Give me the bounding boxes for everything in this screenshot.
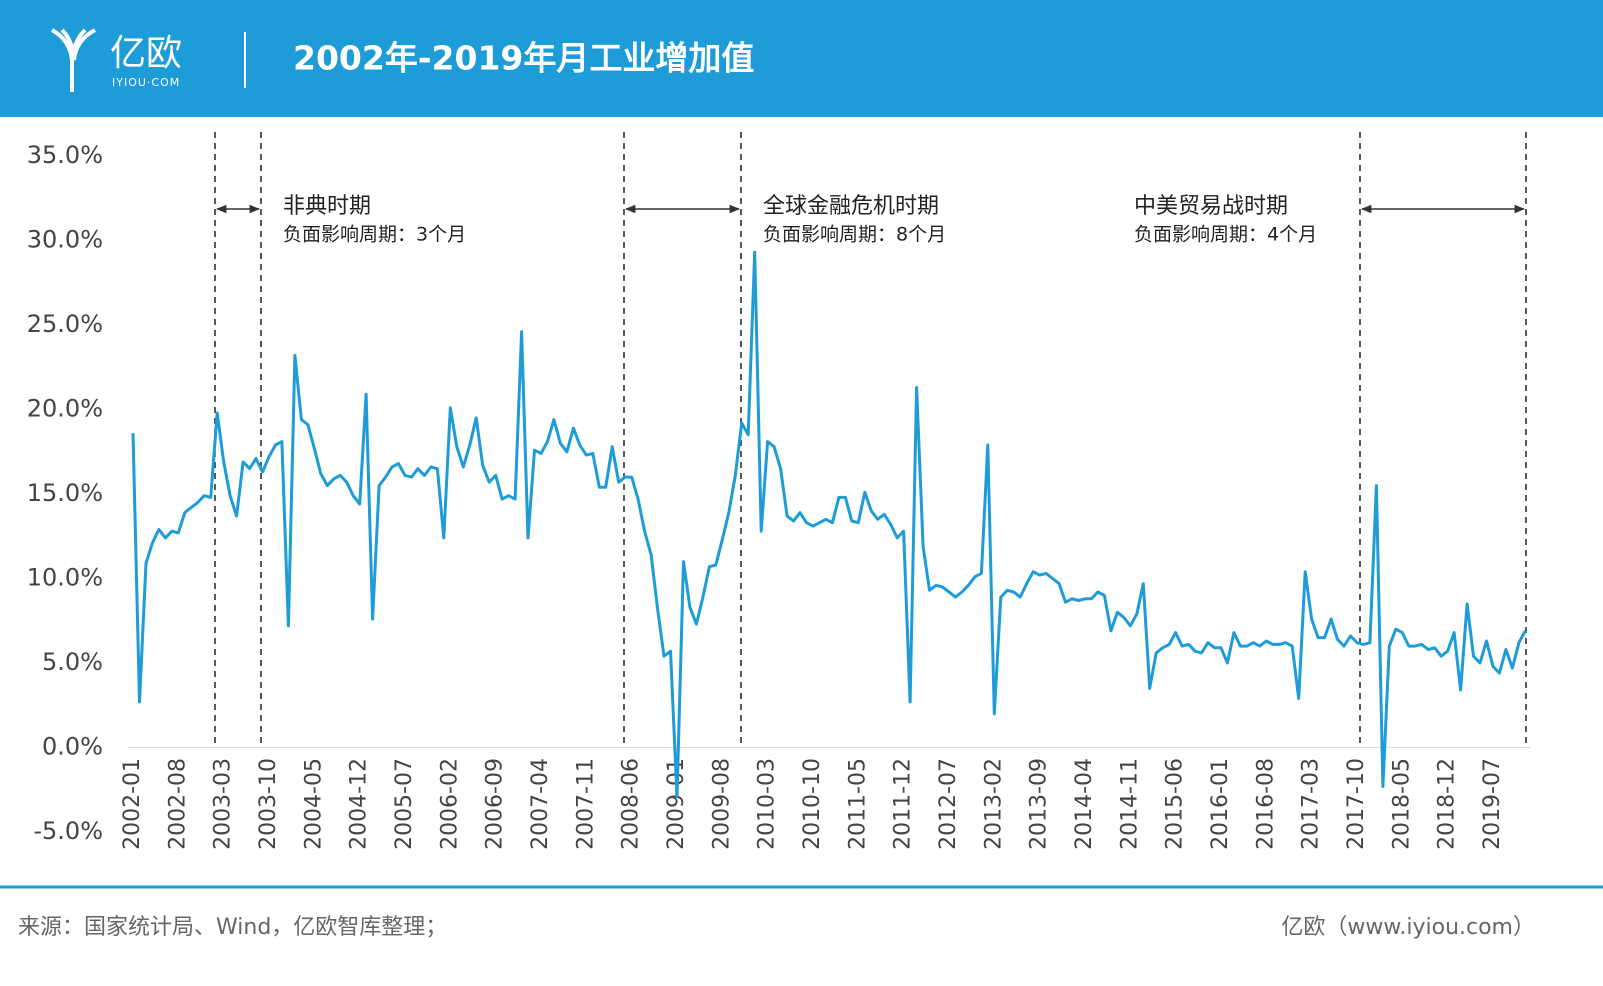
x-tick-label: 2016-01 [1208,758,1233,850]
annotation-note: 负面影响周期：3个月 [283,224,466,246]
x-tick-label: 2017-10 [1344,758,1369,850]
x-tick-label: 2008-06 [619,758,644,850]
x-tick-label: 2003-10 [256,758,281,850]
y-tick-label: -5.0% [33,817,103,845]
x-tick-label: 2017-03 [1299,758,1324,850]
x-tick-label: 2013-02 [981,758,1006,850]
header-bar [0,0,1603,117]
y-tick-label: 35.0% [27,141,103,169]
annotation-note: 负面影响周期：4个月 [1134,224,1317,246]
annotation-title: 非典时期 [283,194,371,219]
y-tick-label: 25.0% [27,310,103,338]
chart-title: 2002年-2019年月工业增加值 [293,39,754,78]
x-tick-label: 2002-08 [165,758,190,850]
x-tick-label: 2018-12 [1435,758,1460,850]
logo-sub: IYIOU·COM [112,76,180,89]
x-tick-label: 2013-09 [1027,758,1052,850]
logo-icon [50,28,96,92]
x-tick-label: 2004-12 [347,758,372,850]
x-tick-label: 2009-08 [709,758,734,850]
x-tick-label: 2004-05 [301,758,326,850]
y-tick-label: 15.0% [27,479,103,507]
annotation-note: 负面影响周期：8个月 [763,224,946,246]
y-tick-label: 20.0% [27,395,103,423]
site-note: 亿欧（www.iyiou.com） [1281,915,1535,940]
x-tick-label: 2019-07 [1480,758,1505,850]
x-tick-label: 2010-10 [800,758,825,850]
y-tick-label: 5.0% [42,648,103,676]
annotation-title: 中美贸易战时期 [1134,194,1288,219]
y-tick-label: 10.0% [27,564,103,592]
x-tick-label: 2010-03 [755,758,780,850]
annotation-title: 全球金融危机时期 [763,194,939,219]
x-tick-label: 2015-06 [1163,758,1188,850]
data-line [131,250,1527,798]
x-tick-label: 2011-12 [891,758,916,850]
x-tick-label: 2014-11 [1117,758,1142,850]
x-tick-label: 2006-09 [483,758,508,850]
x-tick-label: 2018-05 [1389,758,1414,850]
x-tick-label: 2012-07 [936,758,961,850]
source-note: 来源：国家统计局、Wind，亿欧智库整理； [18,915,447,940]
x-tick-label: 2003-03 [211,758,236,850]
y-tick-label: 30.0% [27,226,103,254]
x-tick-label: 2007-11 [573,758,598,850]
x-tick-label: 2007-04 [528,758,553,850]
x-tick-label: 2002-01 [120,758,145,850]
x-tick-label: 2006-02 [437,758,462,850]
y-tick-label: 0.0% [42,733,103,761]
logo-text: 亿欧 [110,33,182,74]
x-tick-label: 2016-08 [1253,758,1278,850]
x-tick-label: 2005-07 [392,758,417,850]
period-lines [214,132,1527,747]
x-tick-label: 2011-05 [845,758,870,850]
x-tick-label: 2014-04 [1072,758,1097,850]
